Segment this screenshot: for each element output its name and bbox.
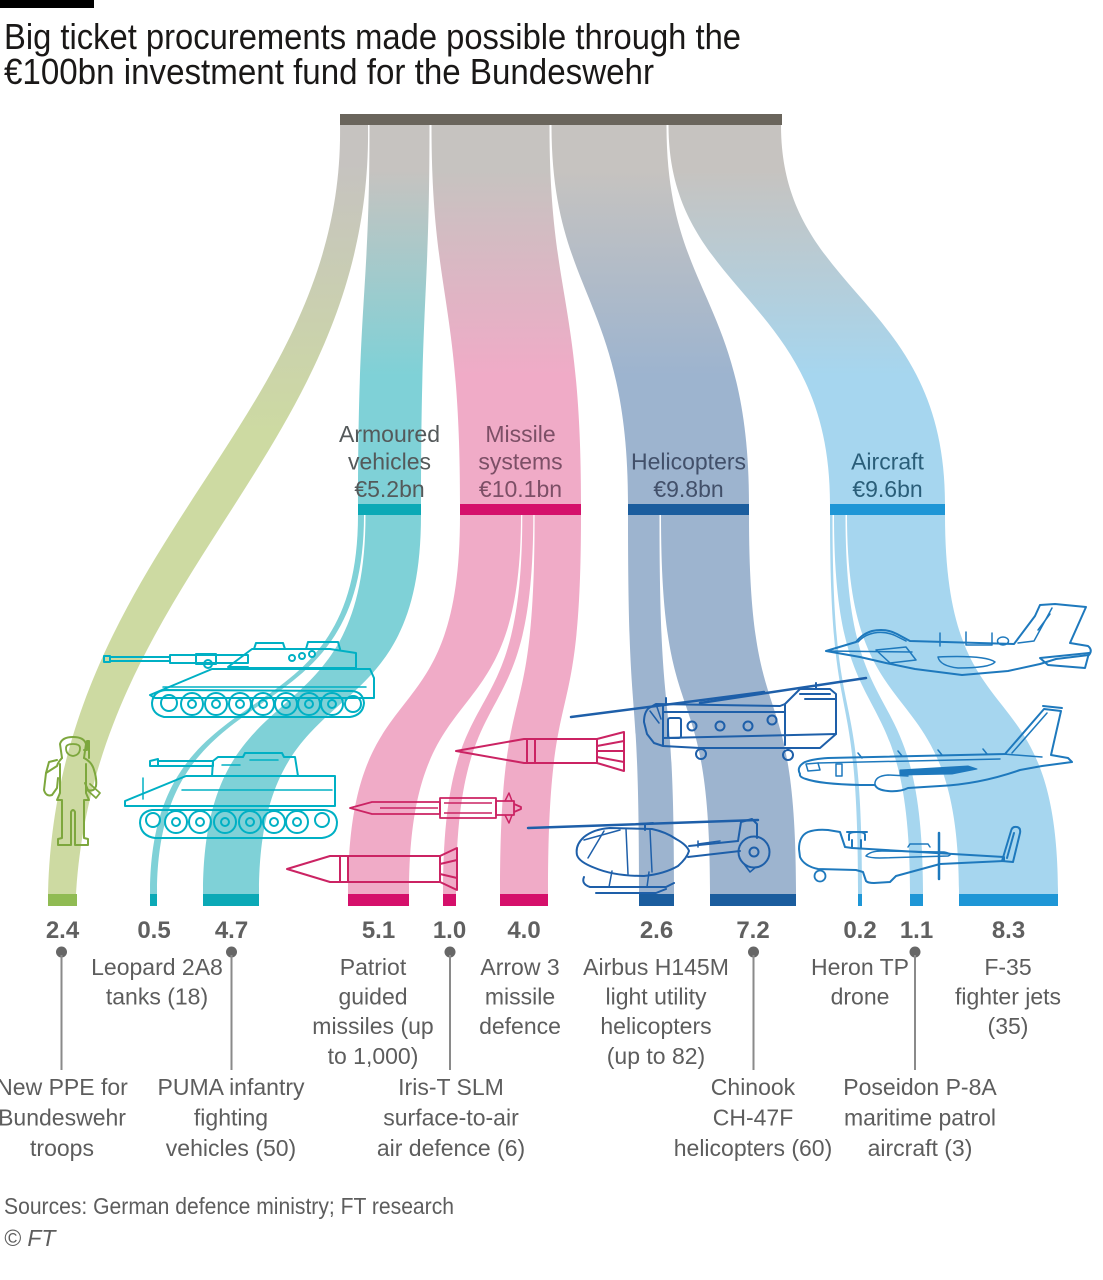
svg-text:€5.2bn: €5.2bn [354, 476, 424, 502]
svg-text:F-35: F-35 [984, 954, 1031, 980]
svg-text:€9.6bn: €9.6bn [852, 476, 922, 502]
svg-text:Helicopters: Helicopters [631, 449, 746, 475]
svg-text:4.7: 4.7 [215, 917, 248, 944]
svg-text:Chinook: Chinook [711, 1074, 796, 1100]
svg-text:1.0: 1.0 [433, 917, 466, 944]
svg-text:helicopters (60): helicopters (60) [674, 1135, 833, 1161]
svg-text:7.2: 7.2 [736, 917, 769, 944]
svg-text:(up to 82): (up to 82) [607, 1043, 705, 1069]
svg-text:5.1: 5.1 [362, 917, 395, 944]
svg-text:Aircraft: Aircraft [851, 449, 924, 475]
svg-text:Sources: German defence minist: Sources: German defence ministry; FT res… [4, 1193, 454, 1219]
svg-text:drone: drone [831, 984, 890, 1010]
svg-text:fighter jets: fighter jets [955, 984, 1061, 1010]
svg-text:8.3: 8.3 [992, 917, 1025, 944]
svg-text:Heron TP: Heron TP [811, 954, 909, 980]
svg-text:maritime patrol: maritime patrol [844, 1105, 996, 1131]
svg-text:helicopters: helicopters [600, 1013, 711, 1039]
svg-text:Arrow 3: Arrow 3 [480, 954, 559, 980]
svg-text:Leopard 2A8: Leopard 2A8 [91, 954, 223, 980]
svg-text:surface-to-air: surface-to-air [383, 1105, 519, 1131]
svg-text:Iris-T SLM: Iris-T SLM [398, 1074, 504, 1100]
svg-text:to 1,000): to 1,000) [328, 1043, 419, 1069]
svg-text:vehicles (50): vehicles (50) [166, 1135, 296, 1161]
svg-text:vehicles: vehicles [348, 449, 431, 475]
svg-text:aircraft (3): aircraft (3) [868, 1135, 973, 1161]
svg-text:New PPE for: New PPE for [0, 1074, 128, 1100]
svg-text:0.5: 0.5 [137, 917, 170, 944]
svg-text:defence: defence [479, 1013, 561, 1039]
svg-text:Patriot: Patriot [340, 954, 407, 980]
svg-text:troops: troops [30, 1135, 94, 1161]
svg-text:Big ticket procurements made p: Big ticket procurements made possible th… [4, 16, 741, 57]
svg-text:€100bn investment fund for the: €100bn investment fund for the Bundesweh… [4, 51, 654, 92]
svg-text:CH-47F: CH-47F [713, 1105, 794, 1131]
svg-text:missiles (up: missiles (up [312, 1013, 433, 1039]
svg-text:missile: missile [485, 984, 555, 1010]
svg-text:4.0: 4.0 [507, 917, 540, 944]
svg-text:guided: guided [338, 984, 407, 1010]
svg-text:PUMA infantry: PUMA infantry [158, 1074, 305, 1100]
svg-text:Armoured: Armoured [339, 421, 440, 447]
svg-text:air defence (6): air defence (6) [377, 1135, 525, 1161]
svg-text:Airbus H145M: Airbus H145M [583, 954, 729, 980]
svg-text:fighting: fighting [194, 1105, 268, 1131]
svg-text:Bundeswehr: Bundeswehr [0, 1105, 126, 1131]
svg-text:Missile: Missile [485, 421, 555, 447]
svg-text:tanks (18): tanks (18) [106, 984, 208, 1010]
svg-text:€9.8bn: €9.8bn [653, 476, 723, 502]
svg-text:0.2: 0.2 [843, 917, 876, 944]
svg-text:Poseidon P-8A: Poseidon P-8A [843, 1074, 997, 1100]
svg-text:© FT: © FT [4, 1225, 57, 1251]
svg-text:€10.1bn: €10.1bn [479, 476, 562, 502]
svg-text:2.6: 2.6 [640, 917, 673, 944]
svg-text:1.1: 1.1 [900, 917, 933, 944]
svg-text:(35): (35) [988, 1013, 1029, 1039]
svg-text:systems: systems [478, 449, 562, 475]
svg-text:light utility: light utility [606, 984, 707, 1010]
svg-text:2.4: 2.4 [46, 917, 80, 944]
